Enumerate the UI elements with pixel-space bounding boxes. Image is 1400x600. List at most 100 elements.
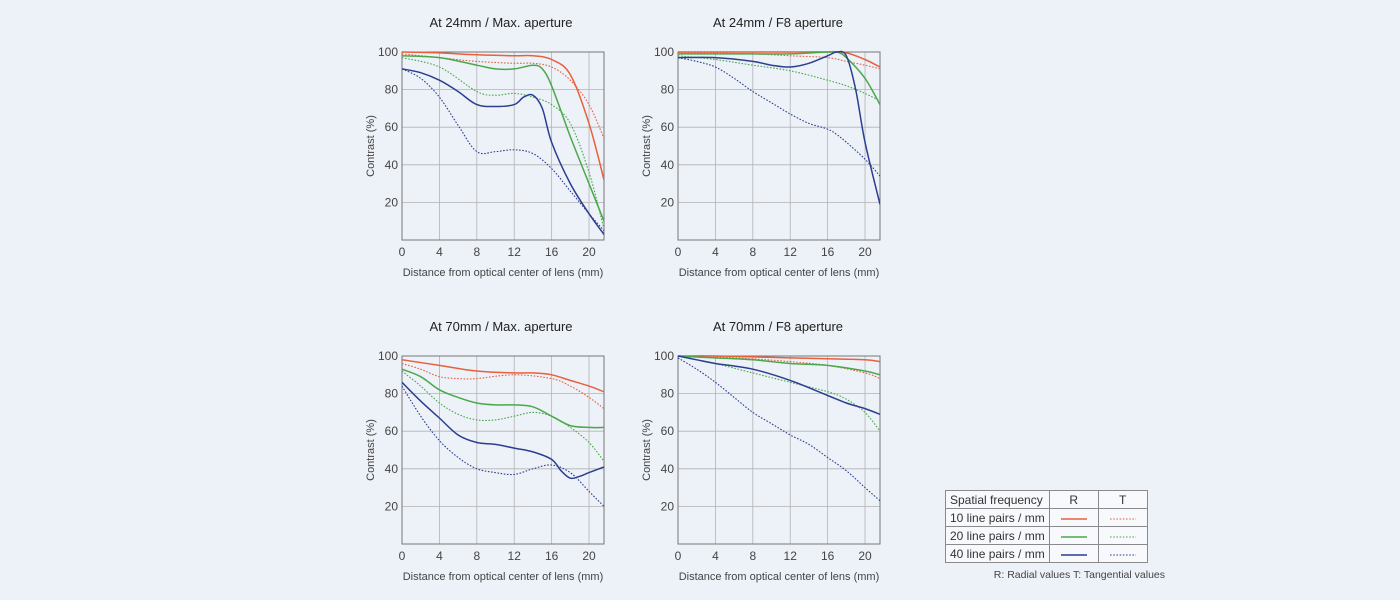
series-line-40lp-tangential (402, 385, 604, 507)
legend-label-20lp: 20 line pairs / mm (945, 526, 1050, 545)
plot-frame (677, 51, 881, 241)
chart-title-70mm-max: At 70mm / Max. aperture (429, 319, 573, 334)
y-tick-label: 20 (385, 499, 399, 513)
mtf-chart-70mm-max-aperture: 0 4 8 12 16 20 20 40 60 80 100 Distance from optica… (365, 349, 605, 583)
legend-swatch-10lp-radial (1048, 508, 1099, 527)
series-group (402, 51, 604, 235)
y-tick-label: 100 (378, 349, 398, 363)
x-tick-label: 20 (858, 245, 872, 259)
y-tick-label: 60 (385, 120, 399, 134)
y-axis-label: Contrast (%) (641, 419, 653, 481)
y-axis-label: Contrast (%) (365, 115, 377, 177)
y-tick-label: 40 (385, 462, 399, 476)
y-axis-label: Contrast (%) (365, 419, 377, 481)
series-line-40lp-tangential (678, 357, 880, 502)
mtf-chart-24mm-max-aperture: 0 4 8 12 16 20 20 40 60 80 100 Distance from optica… (365, 45, 605, 279)
legend-swatch-40lp-tangential (1097, 544, 1148, 563)
series-line-10lp-radial (678, 51, 880, 68)
y-tick-label: 80 (385, 83, 399, 97)
x-axis-label: Distance from optical center of lens (mm… (679, 571, 880, 583)
plot-frame (401, 355, 605, 545)
series-line-10lp-tangential (402, 53, 604, 139)
legend-swatch-20lp-tangential (1097, 526, 1148, 545)
x-axis-label: Distance from optical center of lens (mm… (679, 267, 880, 279)
x-tick-label: 4 (712, 245, 719, 259)
x-tick-label: 12 (784, 245, 798, 259)
plot-frame (401, 51, 605, 241)
series-group (678, 50, 880, 205)
x-axis-label: Distance from optical center of lens (mm… (403, 267, 604, 279)
series-line-10lp-tangential (402, 362, 604, 410)
grid (402, 52, 604, 240)
x-tick-label: 16 (821, 549, 835, 563)
x-tick-label: 0 (675, 549, 682, 563)
series-line-40lp-radial (678, 355, 880, 415)
legend-row-20lp: 20 line pairs / mm (945, 526, 1148, 545)
x-tick-label: 16 (545, 549, 559, 563)
series-group (678, 355, 880, 502)
legend-header-label: Spatial frequency (945, 490, 1050, 509)
y-tick-label: 20 (661, 499, 675, 513)
x-tick-label: 0 (399, 549, 406, 563)
y-tick-label: 100 (654, 349, 674, 363)
y-tick-label: 80 (661, 387, 675, 401)
series-line-40lp-radial (402, 381, 604, 480)
y-tick-label: 80 (385, 387, 399, 401)
legend-header-row: Spatial frequency R T (945, 490, 1148, 509)
y-tick-label: 20 (661, 195, 675, 209)
x-tick-label: 20 (858, 549, 872, 563)
x-tick-label: 4 (436, 245, 443, 259)
series-line-10lp-tangential (678, 355, 880, 380)
x-tick-label: 8 (473, 549, 480, 563)
series-line-20lp-tangential (678, 55, 880, 102)
legend-label-10lp: 10 line pairs / mm (945, 508, 1050, 527)
series-line-40lp-radial (402, 68, 604, 235)
x-axis-label: Distance from optical center of lens (mm… (403, 571, 604, 583)
legend-header-radial: R (1048, 490, 1099, 509)
y-tick-label: 40 (385, 158, 399, 172)
series-line-20lp-radial (678, 50, 880, 105)
x-tick-label: 12 (508, 245, 522, 259)
series-line-20lp-tangential (402, 57, 604, 229)
x-tick-label: 8 (749, 549, 756, 563)
y-tick-label: 40 (661, 462, 675, 476)
x-tick-label: 20 (582, 549, 596, 563)
series-line-20lp-radial (402, 368, 604, 429)
x-tick-label: 12 (508, 549, 522, 563)
x-tick-label: 4 (712, 549, 719, 563)
mtf-chart-70mm-f8-aperture: 0 4 8 12 16 20 20 40 60 80 100 Distance from optica… (641, 349, 881, 583)
series-line-40lp-tangential (678, 57, 880, 177)
y-tick-label: 40 (661, 158, 675, 172)
series-line-10lp-radial (402, 359, 604, 393)
legend-swatch-10lp-tangential (1097, 508, 1148, 527)
legend-row-40lp: 40 line pairs / mm (945, 544, 1148, 563)
series-line-20lp-radial (678, 355, 880, 376)
legend: Spatial frequency R T 10 line pairs / mm… (945, 490, 1165, 581)
y-axis-label: Contrast (%) (641, 115, 653, 177)
y-tick-label: 100 (654, 45, 674, 59)
series-line-10lp-radial (678, 355, 880, 363)
grid (402, 356, 604, 544)
x-tick-label: 16 (545, 245, 559, 259)
series-line-40lp-tangential (402, 68, 604, 231)
y-tick-label: 60 (661, 120, 675, 134)
x-tick-label: 8 (749, 245, 756, 259)
mtf-chart-24mm-f8-aperture: 0 4 8 12 16 20 20 40 60 80 100 Distance from optica… (641, 45, 881, 279)
legend-swatch-40lp-radial (1048, 544, 1099, 563)
x-tick-label: 16 (821, 245, 835, 259)
grid (678, 356, 880, 544)
grid (678, 52, 880, 240)
legend-label-40lp: 40 line pairs / mm (945, 544, 1050, 563)
x-tick-label: 0 (399, 245, 406, 259)
series-group (402, 359, 604, 507)
series-line-20lp-radial (402, 55, 604, 222)
x-tick-label: 8 (473, 245, 480, 259)
y-tick-label: 20 (385, 195, 399, 209)
chart-title-24mm-max: At 24mm / Max. aperture (429, 15, 573, 30)
chart-title-70mm-f8: At 70mm / F8 aperture (712, 319, 844, 334)
x-tick-label: 4 (436, 549, 443, 563)
x-tick-label: 20 (582, 245, 596, 259)
x-tick-label: 12 (784, 549, 798, 563)
legend-table: Spatial frequency R T 10 line pairs / mm… (945, 490, 1148, 563)
y-tick-label: 80 (661, 83, 675, 97)
